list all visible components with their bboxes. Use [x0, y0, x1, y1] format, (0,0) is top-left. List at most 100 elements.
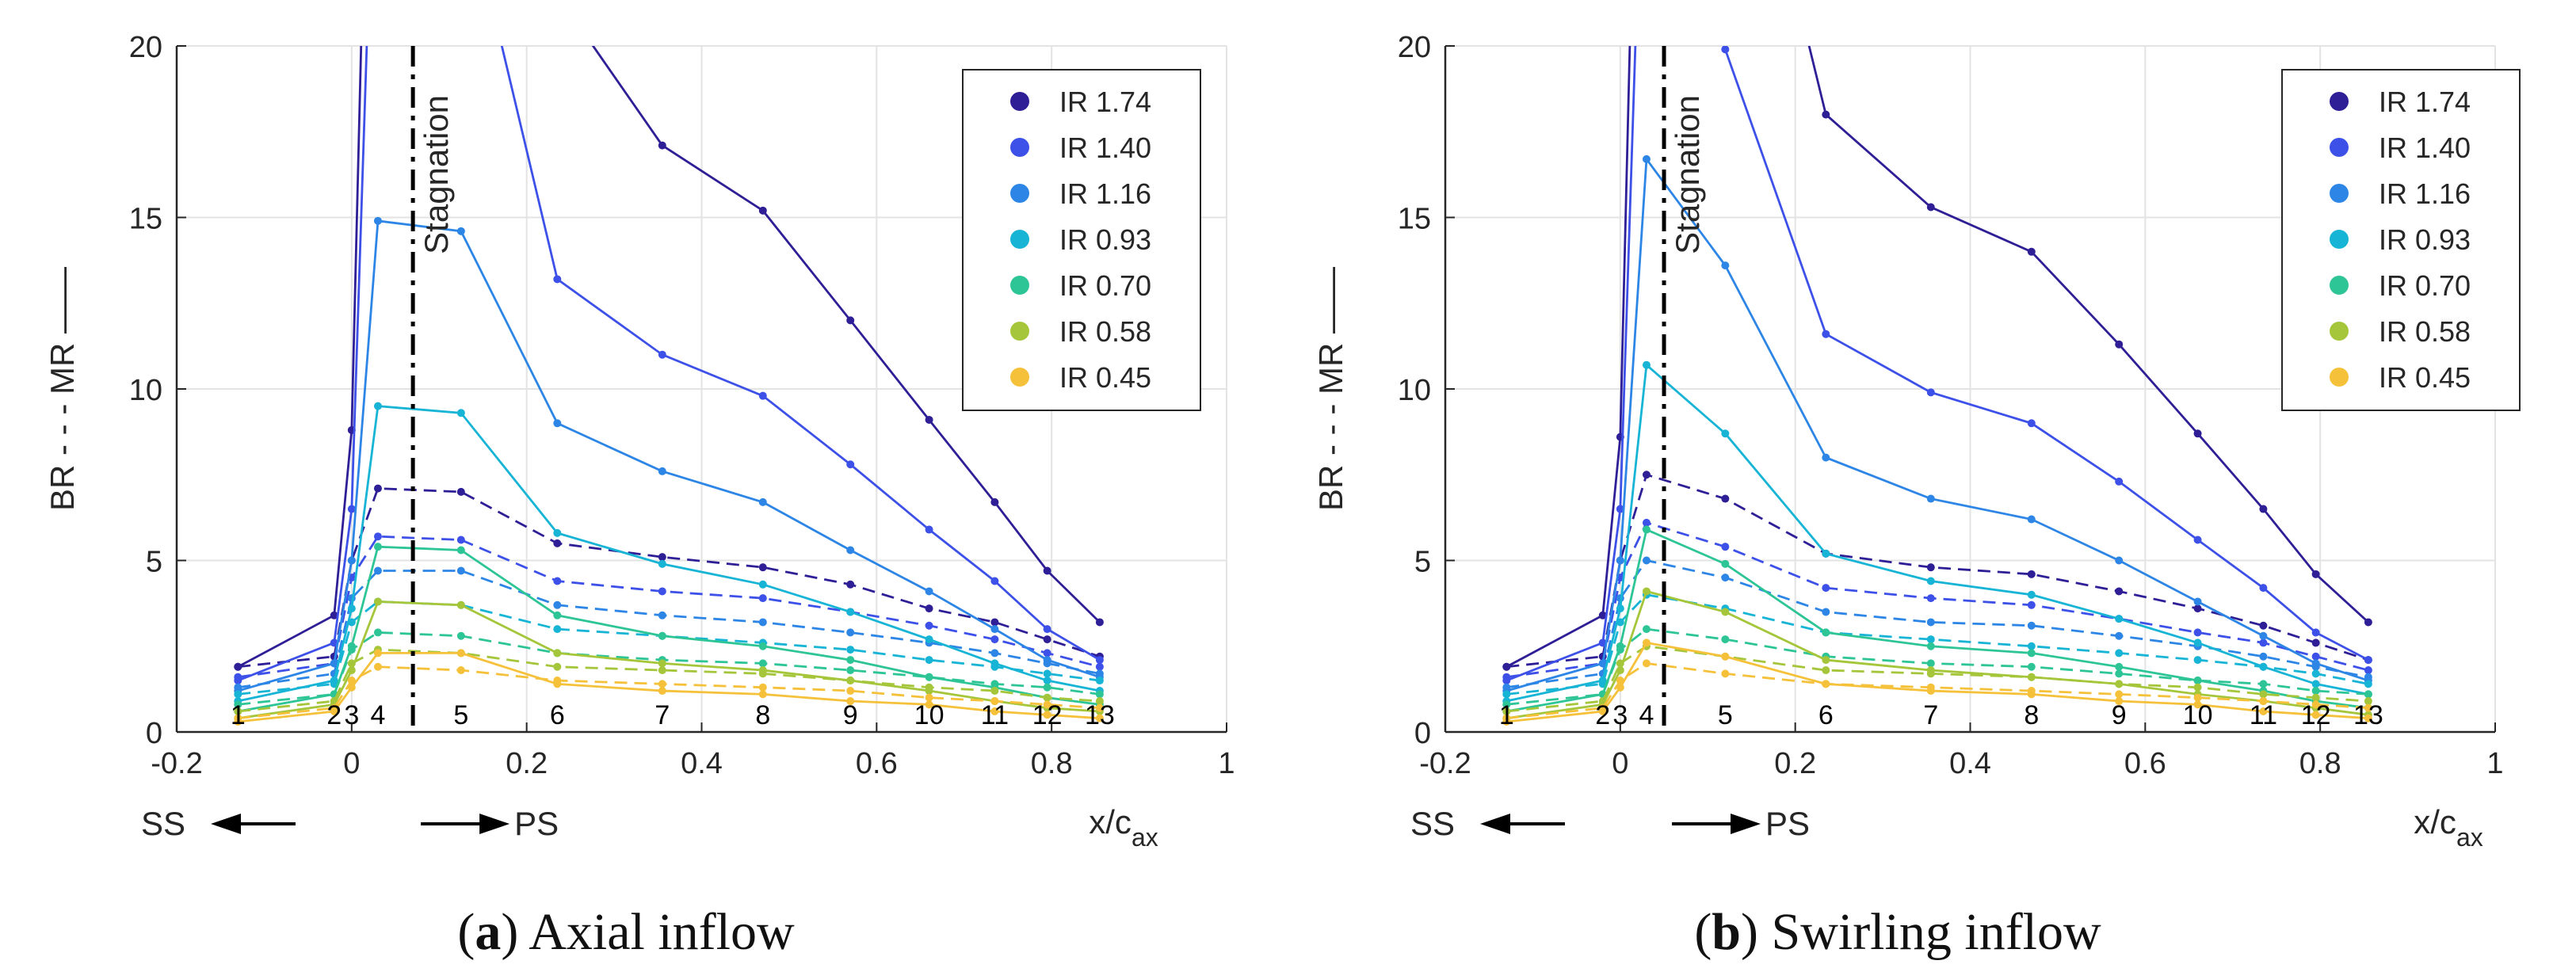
legend-marker [1010, 322, 1029, 341]
data-point-mr [1616, 505, 1624, 513]
data-point-mr [1502, 718, 1511, 726]
data-point-br [2259, 690, 2268, 699]
data-point-br [1926, 563, 1935, 572]
data-point-br [553, 625, 562, 634]
data-point-mr [925, 415, 933, 424]
data-point-mr [990, 625, 999, 634]
data-point-mr [2311, 659, 2320, 668]
data-point-mr [1642, 525, 1651, 534]
data-point-br [2027, 600, 2036, 609]
data-point-br [1502, 690, 1511, 699]
legend-label: IR 1.40 [1059, 132, 1151, 164]
data-point-br [758, 659, 767, 668]
caption-paren-close: ) [1741, 903, 1771, 961]
legend-label: IR 1.74 [2379, 86, 2471, 118]
legend-label: IR 0.70 [2379, 269, 2471, 302]
legend-marker [1010, 230, 1029, 249]
data-point-mr [2193, 677, 2202, 685]
data-point-mr [330, 707, 338, 716]
data-point-br [373, 662, 382, 671]
data-point-br [1721, 543, 1730, 551]
caption-letter: a [475, 903, 501, 961]
ss-arrow-head [211, 814, 241, 834]
position-label: 2 [1595, 700, 1610, 730]
caption: (a) Axial inflow [457, 903, 795, 961]
data-point-br [373, 532, 382, 541]
data-point-mr [1721, 608, 1730, 616]
data-point-br [758, 594, 767, 603]
data-point-mr [330, 638, 338, 647]
data-point-br [1926, 618, 1935, 627]
x-tick-label: 0.6 [2124, 747, 2166, 780]
data-point-br [456, 631, 465, 640]
data-point-br [1926, 659, 1935, 668]
data-point-br [1043, 700, 1051, 709]
data-point-mr [2259, 584, 2268, 593]
data-point-mr [1043, 711, 1051, 719]
legend-label: IR 1.16 [2379, 177, 2471, 210]
data-point-br [1095, 697, 1104, 706]
data-point-br [2115, 690, 2124, 699]
data-point-mr [1721, 429, 1730, 438]
data-point-mr [990, 497, 999, 506]
data-point-br [1502, 707, 1511, 716]
position-label: 11 [981, 700, 1009, 730]
data-point-br [1095, 662, 1104, 671]
data-point-mr [553, 611, 562, 619]
data-point-br [2364, 697, 2372, 706]
data-point-br [1502, 700, 1511, 709]
data-point-br [990, 687, 999, 696]
data-point-br [1043, 693, 1051, 702]
data-point-mr [1926, 203, 1935, 212]
y-tick-label: 20 [129, 31, 162, 64]
position-label: 1 [231, 700, 246, 730]
data-point-br [1043, 669, 1051, 678]
data-point-mr [2027, 247, 2036, 256]
data-point-br [1721, 635, 1730, 644]
data-point-br [1043, 683, 1051, 692]
data-point-mr [2311, 570, 2320, 578]
data-point-mr [658, 659, 666, 668]
position-label: 4 [1639, 700, 1654, 730]
data-point-mr [1822, 453, 1830, 462]
position-label: 1 [1499, 700, 1514, 730]
ps-arrow-head [479, 814, 510, 834]
data-point-mr [1043, 656, 1051, 665]
data-point-br [846, 628, 855, 637]
data-point-br [2027, 662, 2036, 671]
data-point-mr [2115, 477, 2124, 486]
data-point-mr [925, 587, 933, 596]
data-point-br [2259, 621, 2268, 630]
legend-label: IR 0.58 [1059, 315, 1151, 348]
data-point-br [456, 487, 465, 496]
data-point-mr [1043, 625, 1051, 634]
data-point-mr [1926, 687, 1935, 696]
caption-paren-open: ( [457, 903, 475, 961]
data-point-mr [846, 677, 855, 685]
data-point-br [1822, 584, 1830, 593]
data-point-br [658, 611, 666, 619]
x-tick-label: 0.6 [856, 747, 898, 780]
data-point-mr [1721, 261, 1730, 270]
caption-paren-close: ) [501, 903, 529, 961]
data-point-mr [846, 608, 855, 616]
legend-label: IR 1.40 [2379, 132, 2471, 164]
position-label: 2 [326, 700, 342, 730]
data-point-br [1642, 625, 1651, 634]
data-point-mr [553, 419, 562, 428]
data-point-mr [456, 546, 465, 555]
data-point-br [553, 600, 562, 609]
legend-marker [2330, 92, 2349, 111]
data-point-mr [846, 316, 855, 325]
data-point-br [1926, 594, 1935, 603]
position-label: 9 [2112, 700, 2127, 730]
data-point-br [758, 618, 767, 627]
data-point-br [658, 587, 666, 596]
data-point-mr [347, 683, 356, 692]
data-point-mr [1095, 656, 1104, 665]
data-point-br [1095, 677, 1104, 685]
data-point-mr [2364, 618, 2372, 627]
data-point-mr [456, 227, 465, 235]
data-point-mr [846, 697, 855, 706]
